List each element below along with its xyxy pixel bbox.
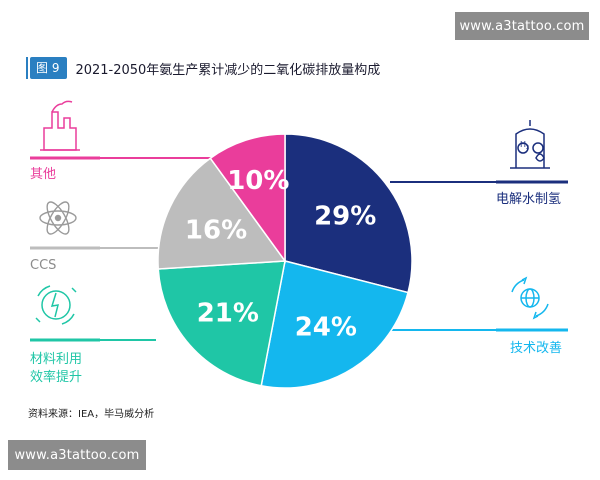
factory-icon: [40, 100, 80, 151]
pie-slice-2: [157, 260, 286, 387]
label-ccs: CCS: [30, 258, 57, 273]
watermark-bottom: www.a3tattoo.com: [8, 440, 146, 470]
atom-icon: [39, 201, 77, 235]
label-material-line1: 材料利用: [30, 352, 83, 367]
figure-tag: 图 9: [25, 57, 68, 79]
recycle-energy-icon: [35, 285, 77, 325]
source-note: 资料来源：IEA，毕马威分析: [28, 409, 155, 420]
figure-title: 2021-2050年氨生产累计减少的二氧化碳排放量构成: [75, 62, 381, 78]
slice-label-0: 29%: [314, 201, 376, 231]
globe-cycle-icon: [511, 276, 549, 320]
slice-label-3: 16%: [185, 216, 247, 246]
pie-slice-1: [260, 260, 409, 389]
svg-text:H: H: [520, 140, 526, 149]
h2-electrolysis-icon: [510, 120, 550, 169]
figure-header: 图 9 2021-2050年氨生产累计减少的二氧化碳排放量构成: [25, 56, 381, 80]
pie-slice-0: [284, 133, 413, 294]
slice-label-4: 10%: [227, 166, 289, 196]
slice-label-1: 24%: [295, 312, 357, 342]
pie-slice-4: [209, 133, 286, 264]
watermark-top: www.a3tattoo.com: [455, 12, 589, 40]
label-electrolysis: 电解水制氢: [496, 192, 562, 207]
label-tech: 技术改善: [510, 341, 563, 356]
slice-label-2: 21%: [197, 298, 259, 328]
label-other: 其他: [30, 167, 57, 182]
svg-text:2: 2: [526, 145, 529, 151]
pie-slice-3: [157, 157, 287, 270]
label-material-line2: 效率提升: [30, 370, 83, 385]
